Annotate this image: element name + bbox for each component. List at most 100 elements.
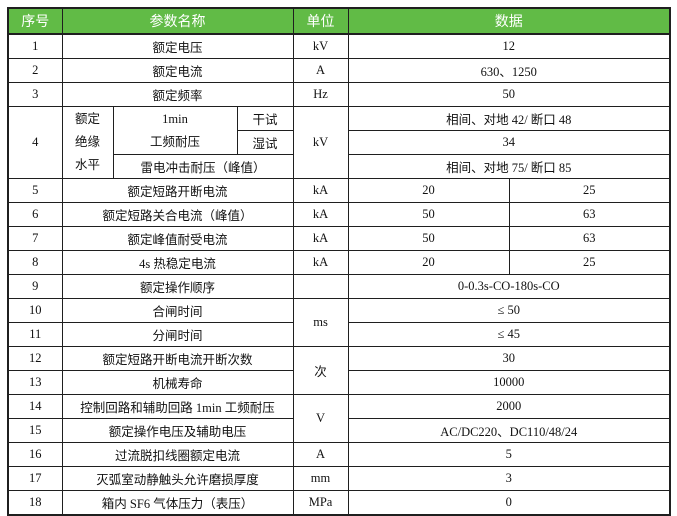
table-row: 14 控制回路和辅助回路 1min 工频耐压 V 2000 — [7, 394, 671, 443]
table-row: 15 额定操作电压及辅助电压 AC/DC220、DC110/48/24 — [7, 418, 671, 443]
header-row: 序号 参数名称 单位 数据 — [7, 7, 671, 35]
unit-cell: A — [292, 58, 349, 83]
table-row: 1 额定电压 kV 12 — [7, 33, 671, 59]
unit-cell — [292, 274, 349, 299]
value-cell: ≤ 45 — [347, 322, 671, 347]
unit-cell: V — [292, 394, 349, 443]
param-name-cell: 分闸时间 — [61, 322, 294, 347]
param-name-cell: 额定峰值耐受电流 — [61, 226, 294, 251]
value-cell-right: 63 — [508, 202, 671, 227]
unit-cell: kA — [292, 202, 349, 227]
value-cell-left: 20 — [347, 178, 510, 203]
value-cell: 0 — [347, 490, 671, 516]
value-cell: 30 — [347, 346, 671, 371]
value-cell-left: 50 — [347, 226, 510, 251]
value-cell: 10000 — [347, 370, 671, 395]
header-param: 参数名称 — [61, 7, 294, 35]
table-row: 5 额定短路开断电流 kA 20 25 — [7, 178, 671, 203]
param-name-cell: 额定操作电压及辅助电压 — [61, 418, 294, 443]
header-unit: 单位 — [292, 7, 349, 35]
row-number-cell: 9 — [7, 274, 63, 299]
table-row: 16 过流脱扣线圈额定电流 A 5 — [7, 442, 671, 467]
param-name-cell: 额定短路开断电流 — [61, 178, 294, 203]
value-cell: 50 — [347, 82, 671, 107]
row-number-cell: 10 — [7, 298, 63, 323]
value-cell: 2000 — [347, 394, 671, 419]
header-data: 数据 — [347, 7, 671, 35]
unit-cell: A — [292, 442, 349, 467]
param-name-cell: 额定频率 — [61, 82, 294, 107]
row-number-cell: 16 — [7, 442, 63, 467]
param-name-cell: 4s 热稳定电流 — [61, 250, 294, 275]
table-row: 6 额定短路关合电流（峰值） kA 50 63 — [7, 202, 671, 227]
unit-cell: kA — [292, 226, 349, 251]
unit-cell: kV — [292, 106, 349, 179]
table-row: 湿试 34 — [8, 130, 671, 155]
table-row: 17 灭弧室动静触头允许磨损厚度 mm 3 — [7, 466, 671, 491]
power-freq-withstand-cell: 1min 工频耐压 — [112, 106, 238, 155]
table-row: 11 分闸时间 ≤ 45 — [7, 322, 671, 347]
unit-cell: kA — [292, 250, 349, 275]
table-row: 12 额定短路开断电流开断次数 次 30 — [7, 346, 671, 395]
row-number-cell: 18 — [7, 490, 63, 516]
param-name-cell: 合闸时间 — [61, 298, 294, 323]
param-name-cell: 灭弧室动静触头允许磨损厚度 — [61, 466, 294, 491]
row-number-cell: 5 — [7, 178, 63, 203]
value-cell-left: 50 — [347, 202, 510, 227]
param-name-cell: 机械寿命 — [61, 370, 294, 395]
param-name-cell: 额定电压 — [61, 33, 294, 59]
unit-cell: ms — [292, 298, 349, 347]
value-cell-right: 25 — [508, 178, 671, 203]
unit-cell: kV — [292, 33, 349, 59]
table-row: 9 额定操作顺序 0-0.3s-CO-180s-CO — [7, 274, 671, 299]
unit-cell: kA — [292, 178, 349, 203]
row-number-cell: 7 — [7, 226, 63, 251]
spec-table: 序号 参数名称 单位 数据 1 额定电压 kV 12 2 额定电流 A 630、… — [7, 7, 672, 516]
value-cell-left: 20 — [347, 250, 510, 275]
page: 序号 参数名称 单位 数据 1 额定电压 kV 12 2 额定电流 A 630、… — [7, 7, 672, 516]
wet-test-cell: 湿试 — [236, 130, 294, 155]
lightning-impulse-cell: 雷电冲击耐压（峰值） — [112, 154, 294, 179]
param-name-cell: 箱内 SF6 气体压力（表压） — [61, 490, 294, 516]
table-row: 3 额定频率 Hz 50 — [7, 82, 671, 107]
row-number-cell: 17 — [7, 466, 63, 491]
row-number-cell: 14 — [7, 394, 63, 419]
param-name-cell: 额定操作顺序 — [61, 274, 294, 299]
unit-cell: Hz — [292, 82, 349, 107]
value-cell-right: 25 — [508, 250, 671, 275]
value-cell: 相间、对地 75/ 断口 85 — [347, 154, 671, 179]
value-cell: 630、1250 — [347, 58, 671, 83]
param-name-cell: 额定电流 — [61, 58, 294, 83]
table-row: 4 额定 绝缘 水平 1min 工频耐压 干试 kV 相间、对地 42/ 断口 … — [7, 106, 671, 179]
value-cell: 12 — [347, 33, 671, 59]
row-number-cell: 15 — [7, 418, 63, 443]
row-number-cell: 8 — [7, 250, 63, 275]
value-cell: 3 — [347, 466, 671, 491]
row-number-cell: 1 — [7, 33, 63, 59]
table-row: 8 4s 热稳定电流 kA 20 25 — [7, 250, 671, 275]
unit-cell: 次 — [292, 346, 349, 395]
table-row: 2 额定电流 A 630、1250 — [7, 58, 671, 83]
row-number-cell: 2 — [7, 58, 63, 83]
header-no: 序号 — [7, 7, 63, 35]
value-cell-right: 63 — [508, 226, 671, 251]
table-row: 10 合闸时间 ms ≤ 50 — [7, 298, 671, 347]
row-number-cell: 3 — [7, 82, 63, 107]
value-cell: ≤ 50 — [347, 298, 671, 323]
table-row: 雷电冲击耐压（峰值） 相间、对地 75/ 断口 85 — [8, 154, 671, 179]
param-name-cell: 控制回路和辅助回路 1min 工频耐压 — [61, 394, 294, 419]
param-name-cell: 过流脱扣线圈额定电流 — [61, 442, 294, 467]
param-name-cell: 额定短路关合电流（峰值） — [61, 202, 294, 227]
value-cell: 0-0.3s-CO-180s-CO — [347, 274, 671, 299]
value-cell: 5 — [347, 442, 671, 467]
value-cell: 相间、对地 42/ 断口 48 — [347, 106, 671, 131]
param-name-cell: 额定短路开断电流开断次数 — [61, 346, 294, 371]
unit-cell: mm — [292, 466, 349, 491]
dry-test-cell: 干试 — [236, 106, 294, 131]
row-number-cell: 11 — [7, 322, 63, 347]
row-number-cell: 12 — [7, 346, 63, 371]
value-cell: 34 — [347, 130, 671, 155]
value-cell: AC/DC220、DC110/48/24 — [347, 418, 671, 443]
row-number-cell: 13 — [7, 370, 63, 395]
row-number-cell: 6 — [7, 202, 63, 227]
